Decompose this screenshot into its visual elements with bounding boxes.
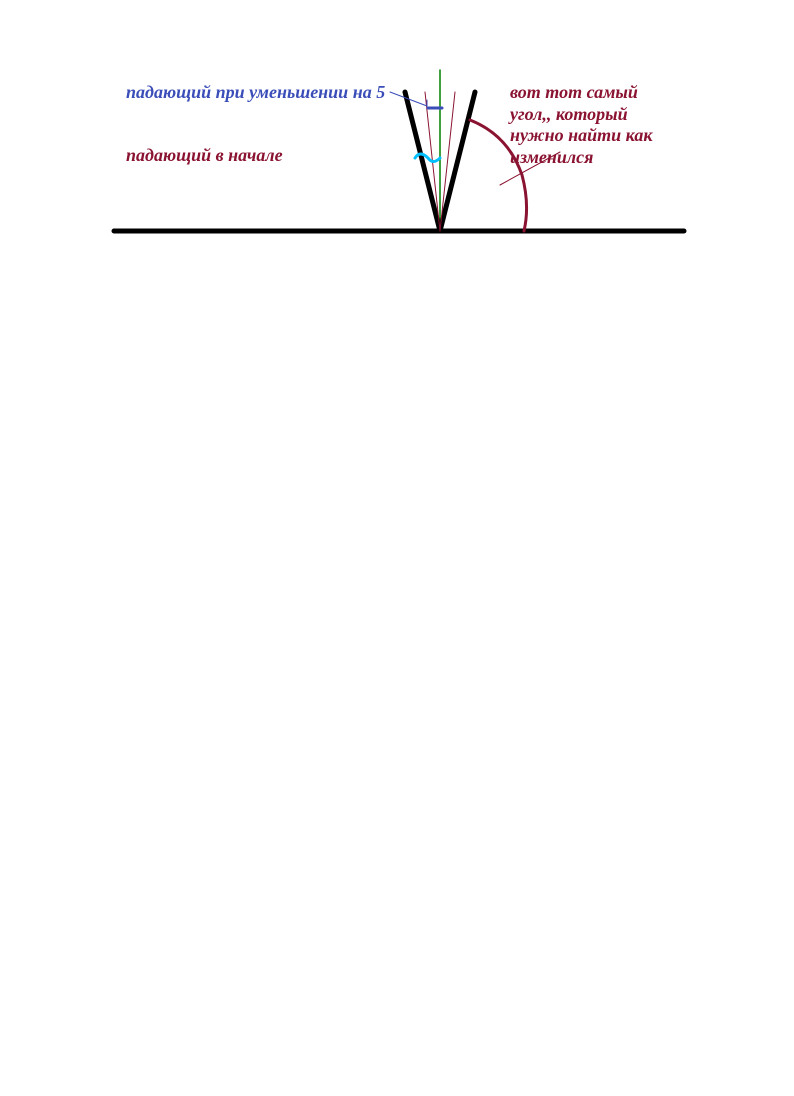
diagram-svg [0, 0, 794, 1096]
marker-cyan [415, 154, 440, 162]
reflected-ray [440, 92, 475, 231]
label-right: вот тот самый угол,, который нужно найти… [510, 82, 652, 168]
diagram-canvas: падающий при уменьшении на 5 падающий в … [0, 0, 794, 1096]
label-mid-left: падающий в начале [126, 145, 283, 167]
label-top-left: падающий при уменьшении на 5 [126, 82, 385, 104]
